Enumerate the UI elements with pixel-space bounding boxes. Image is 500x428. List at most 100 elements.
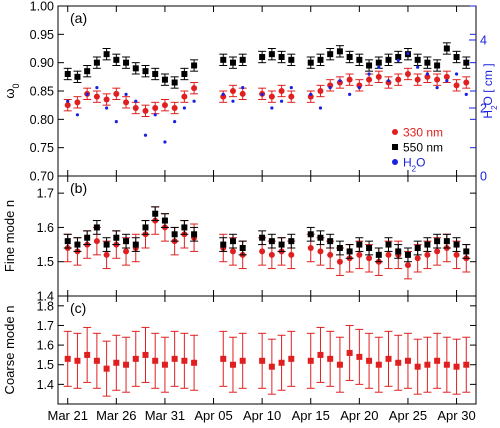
data-point — [414, 255, 421, 262]
data-point — [123, 59, 130, 66]
data-point — [220, 355, 227, 362]
data-point — [239, 56, 246, 63]
data-point — [66, 99, 70, 103]
y-tick-label: 1.7 — [37, 319, 54, 333]
data-point — [74, 73, 81, 80]
x-tick-label: Mar 26 — [96, 408, 136, 423]
x-tick-label: Apr 25 — [389, 408, 427, 423]
y2-axis-title: H2O [ cm ] — [481, 63, 499, 118]
data-point — [404, 71, 411, 77]
data-point — [463, 79, 470, 86]
data-point — [279, 99, 284, 103]
data-point — [463, 248, 470, 255]
data-point — [142, 68, 149, 75]
data-point — [395, 248, 402, 255]
data-point — [317, 234, 324, 241]
data-point — [395, 54, 402, 60]
data-point — [259, 357, 266, 364]
data-point — [327, 355, 334, 362]
data-point — [425, 72, 429, 76]
data-point — [453, 54, 460, 60]
y-tick-label: 1.5 — [37, 255, 54, 269]
data-point — [366, 357, 373, 364]
data-point — [386, 79, 391, 83]
data-point — [434, 76, 441, 83]
data-point — [464, 92, 468, 96]
data-point — [377, 65, 381, 69]
data-point — [434, 357, 441, 364]
y-tick-label: 0.80 — [30, 113, 54, 127]
data-point — [336, 361, 343, 368]
data-point — [385, 241, 392, 248]
data-point — [395, 76, 402, 83]
data-point — [424, 251, 431, 258]
data-point — [181, 71, 188, 77]
data-point — [239, 357, 246, 364]
y-axis-title: ω0 — [2, 83, 21, 98]
data-point — [74, 241, 81, 248]
data-point — [367, 72, 371, 76]
data-point — [278, 88, 285, 94]
data-point — [434, 238, 441, 245]
data-point — [443, 73, 450, 80]
data-point — [406, 52, 410, 56]
data-point — [64, 102, 71, 109]
y-tick-label: 1.4 — [37, 290, 54, 304]
data-point — [268, 51, 275, 58]
data-point — [132, 241, 139, 248]
data-point — [152, 71, 159, 77]
data-point — [356, 353, 363, 360]
y-tick-label: 0.75 — [30, 141, 54, 155]
y-tick-label: 0.85 — [30, 85, 54, 99]
data-point — [239, 90, 246, 97]
data-point — [103, 365, 110, 372]
data-point — [84, 234, 91, 241]
data-point — [163, 140, 167, 144]
data-point — [142, 107, 149, 114]
data-point — [152, 357, 159, 364]
data-point — [404, 251, 411, 258]
data-point — [161, 102, 168, 109]
data-point — [356, 82, 363, 89]
x-axis: Mar 21 Mar 26 Mar 31 Apr 05 Apr 10 Apr 15 Apr … — [47, 408, 475, 423]
data-point — [348, 92, 352, 96]
data-point — [309, 92, 313, 96]
data-point — [260, 92, 264, 96]
data-point — [103, 251, 110, 258]
data-point — [192, 99, 196, 103]
legend-label: H2O — [403, 156, 425, 174]
data-point — [221, 92, 225, 96]
data-point — [453, 241, 460, 248]
data-point — [414, 363, 421, 370]
data-point — [171, 231, 178, 238]
data-point — [307, 231, 314, 238]
data-point — [191, 359, 198, 366]
data-point — [103, 96, 110, 103]
data-point — [424, 73, 431, 80]
data-point — [366, 245, 373, 251]
data-point — [356, 241, 363, 248]
data-point — [443, 361, 450, 368]
data-point — [123, 99, 130, 106]
data-point — [241, 86, 245, 90]
x-tick-label: Apr 10 — [243, 408, 281, 423]
data-point — [270, 106, 274, 110]
data-point — [64, 71, 71, 77]
y2-tick-label: 2 — [480, 102, 487, 116]
data-point — [424, 59, 431, 66]
data-point — [152, 105, 159, 111]
data-point — [229, 238, 236, 245]
data-point — [307, 59, 314, 66]
panel-a: 0.70 0.75 0.80 0.85 0.90 0.95 1.00 (a) ω0 0 2 4 H2O … — [2, 0, 499, 184]
data-point — [435, 86, 439, 90]
y-axis-title: Fine mode n — [2, 200, 17, 272]
data-point — [114, 120, 118, 124]
data-point — [454, 72, 459, 76]
data-point — [434, 62, 441, 69]
data-point — [338, 79, 342, 83]
data-point — [142, 224, 149, 231]
data-point — [113, 90, 120, 97]
data-point — [171, 79, 178, 86]
data-point — [346, 349, 353, 356]
data-point — [74, 99, 81, 106]
